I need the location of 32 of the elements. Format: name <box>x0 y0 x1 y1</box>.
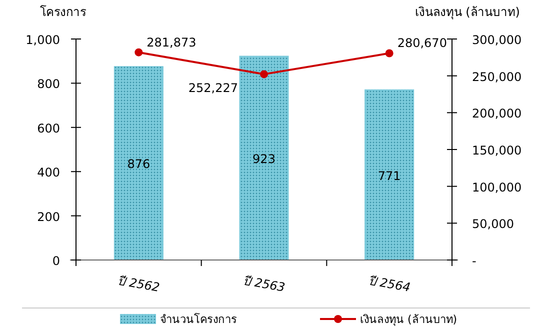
bar <box>364 89 414 260</box>
point <box>134 48 143 56</box>
y-tick-label: 200 <box>37 210 60 224</box>
point <box>260 70 268 78</box>
y2-tick-label: 150,000 <box>472 144 522 158</box>
y-tick-label: 0 <box>52 254 60 268</box>
data-label: 771 <box>378 168 401 183</box>
x-tick-label: ปี 2563 <box>242 273 286 295</box>
y2-tick-label: - <box>472 254 476 268</box>
y-tick-label: 800 <box>37 77 60 92</box>
data-label: 876 <box>127 157 150 172</box>
bar <box>114 66 164 260</box>
data-label: 252,227 <box>188 81 238 96</box>
y-tick-label: 400 <box>37 166 60 180</box>
y2-tick-label: 100,000 <box>472 180 522 194</box>
point <box>385 49 394 58</box>
legend-label: เงินลงทุน (ล้านบาท) <box>360 313 458 326</box>
y-tick-label: 1,000 <box>26 33 60 47</box>
x-tick-label: ปี 2562 <box>116 273 161 295</box>
y-tick-label: 600 <box>37 121 60 136</box>
data-label: 923 <box>252 152 276 166</box>
y2-tick-label: 200,000 <box>472 106 522 121</box>
y2-tick-label: 50,000 <box>472 217 514 232</box>
y-axis-title: โครงการ <box>40 5 87 19</box>
y2-tick-label: 250,000 <box>472 70 522 84</box>
data-label: 280,670 <box>397 36 447 50</box>
x-tick-label: ปี 2564 <box>367 273 412 295</box>
y2-tick-label: 300,000 <box>472 33 522 47</box>
bar <box>239 56 289 260</box>
y2-axis-title: เงินลงทุน (ล้านบาท) <box>414 5 520 20</box>
legend-label: จำนวนโครงการ <box>160 312 237 326</box>
data-label: 281,873 <box>146 35 196 50</box>
